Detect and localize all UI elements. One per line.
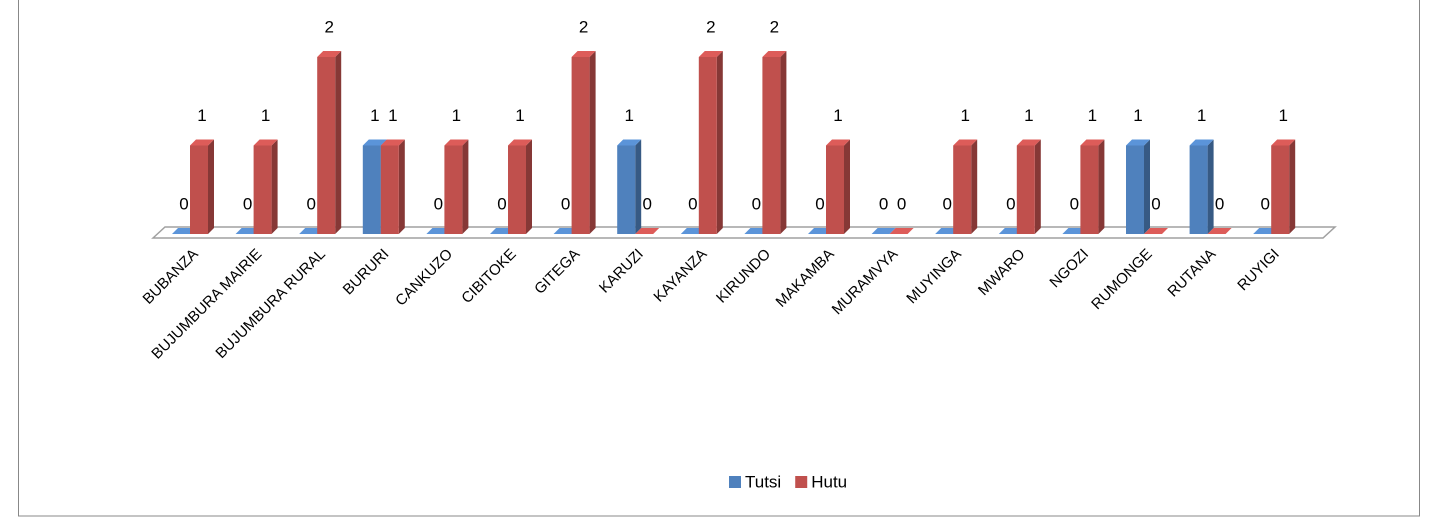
bar xyxy=(363,146,381,235)
bar xyxy=(572,57,590,234)
data-label: 0 xyxy=(179,194,188,213)
bar xyxy=(381,146,399,235)
bar xyxy=(826,146,844,235)
data-label: 0 xyxy=(1070,194,1079,213)
data-label: 0 xyxy=(434,194,443,213)
bar-side xyxy=(208,140,214,235)
bar-side xyxy=(1289,140,1295,235)
data-label: 0 xyxy=(642,194,651,213)
legend-swatch xyxy=(729,476,741,488)
bar xyxy=(1271,146,1289,235)
data-label: 1 xyxy=(452,106,461,125)
bar xyxy=(617,146,635,235)
bar xyxy=(699,57,717,234)
bar-side xyxy=(462,140,468,235)
bar-side xyxy=(1208,140,1214,235)
bar xyxy=(1190,146,1208,235)
bar xyxy=(1080,146,1098,235)
bar-side xyxy=(717,51,723,234)
data-label: 2 xyxy=(706,17,715,36)
bar xyxy=(190,146,208,235)
bar xyxy=(953,146,971,235)
data-label: 1 xyxy=(261,106,270,125)
data-label: 0 xyxy=(497,194,506,213)
data-label: 0 xyxy=(243,194,252,213)
bar-side xyxy=(780,51,786,234)
data-label: 1 xyxy=(370,106,379,125)
data-label: 2 xyxy=(770,17,779,36)
bar-side xyxy=(272,140,278,235)
legend-label: Tutsi xyxy=(745,472,781,491)
data-label: 0 xyxy=(306,194,315,213)
bar-side xyxy=(635,140,641,235)
data-label: 1 xyxy=(1278,106,1287,125)
data-label: 1 xyxy=(1024,106,1033,125)
data-label: 0 xyxy=(1215,194,1224,213)
data-label: 0 xyxy=(897,194,906,213)
data-label: 0 xyxy=(561,194,570,213)
data-label: 0 xyxy=(1006,194,1015,213)
bar-side xyxy=(971,140,977,235)
bar-side xyxy=(399,140,405,235)
bar-side xyxy=(526,140,532,235)
legend-label: Hutu xyxy=(811,472,847,491)
data-label: 1 xyxy=(624,106,633,125)
data-label: 0 xyxy=(688,194,697,213)
data-label: 0 xyxy=(1260,194,1269,213)
bar xyxy=(317,57,335,234)
data-label: 0 xyxy=(879,194,888,213)
bar-side xyxy=(1035,140,1041,235)
bar xyxy=(1126,146,1144,235)
bar xyxy=(1017,146,1035,235)
data-label: 0 xyxy=(1151,194,1160,213)
bar xyxy=(508,146,526,235)
bar-side xyxy=(1144,140,1150,235)
data-label: 0 xyxy=(752,194,761,213)
bar xyxy=(762,57,780,234)
bar xyxy=(444,146,462,235)
data-label: 1 xyxy=(388,106,397,125)
bar-side xyxy=(1098,140,1104,235)
bar-side xyxy=(335,51,341,234)
legend-swatch xyxy=(795,476,807,488)
data-label: 1 xyxy=(1088,106,1097,125)
data-label: 1 xyxy=(197,106,206,125)
data-label: 1 xyxy=(833,106,842,125)
data-label: 0 xyxy=(942,194,951,213)
data-label: 1 xyxy=(960,106,969,125)
bar-side xyxy=(590,51,596,234)
bar-side xyxy=(844,140,850,235)
bar xyxy=(254,146,272,235)
data-label: 2 xyxy=(579,17,588,36)
data-label: 1 xyxy=(515,106,524,125)
data-label: 1 xyxy=(1133,106,1142,125)
data-label: 0 xyxy=(815,194,824,213)
data-label: 1 xyxy=(1197,106,1206,125)
data-label: 2 xyxy=(324,17,333,36)
